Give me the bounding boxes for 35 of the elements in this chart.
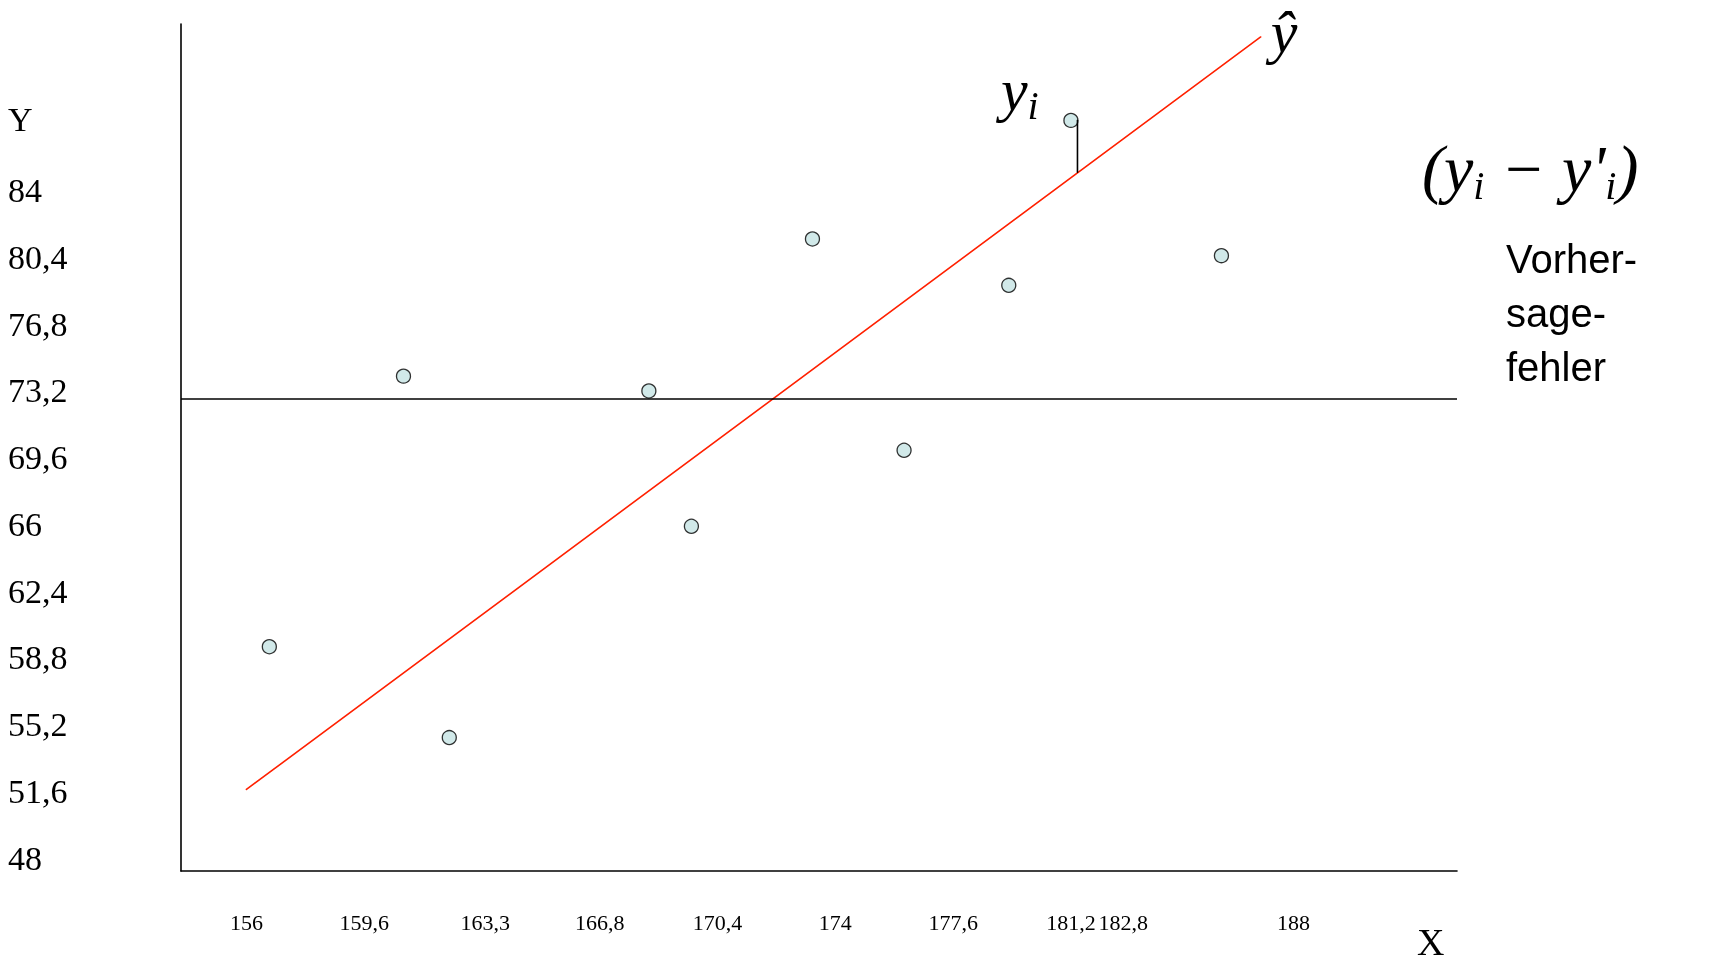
x-tick-label: 174 xyxy=(818,909,852,935)
y-tick-label: 73,2 xyxy=(8,372,68,410)
x-tick-label: 188 xyxy=(1276,909,1310,935)
y-tick-label: 55,2 xyxy=(8,706,68,744)
x-tick-label: 182,8 xyxy=(1098,909,1149,935)
x-tick-label: 181,2 xyxy=(1046,909,1096,935)
x-tick-label: 159,6 xyxy=(339,909,389,935)
y-tick-label: 51,6 xyxy=(8,772,68,810)
text: Vorher- sage- fehler xyxy=(1506,237,1638,389)
point xyxy=(1213,248,1230,264)
y-tick-label: 62,4 xyxy=(8,572,68,610)
x-tick-label: 177,6 xyxy=(928,909,978,935)
point xyxy=(641,383,657,399)
point xyxy=(441,729,457,746)
x-tick-label: 170,4 xyxy=(692,909,743,935)
point xyxy=(1063,112,1079,129)
y-tick-label: 80,4 xyxy=(8,239,68,277)
y-tick-label: 58,8 xyxy=(8,639,68,677)
y-tick-label: 76,8 xyxy=(8,305,68,343)
x-axis-title: X xyxy=(1417,921,1445,961)
y-tick-label: 48 xyxy=(8,839,42,877)
point xyxy=(683,518,700,534)
annotation: ŷ xyxy=(1264,0,1298,65)
point xyxy=(261,639,277,655)
point xyxy=(395,368,412,384)
y-tick-label: 69,6 xyxy=(8,439,68,477)
x-tick-label: 166,8 xyxy=(575,909,625,935)
y-tick-label: 66 xyxy=(8,505,42,543)
point xyxy=(896,442,912,458)
y-tick-label: 84 xyxy=(8,172,42,210)
y-axis-title: Y xyxy=(8,100,33,138)
point xyxy=(804,231,821,247)
point xyxy=(1001,277,1017,293)
x-tick-label: 156 xyxy=(229,909,263,935)
x-tick-label: 163,3 xyxy=(460,909,511,935)
